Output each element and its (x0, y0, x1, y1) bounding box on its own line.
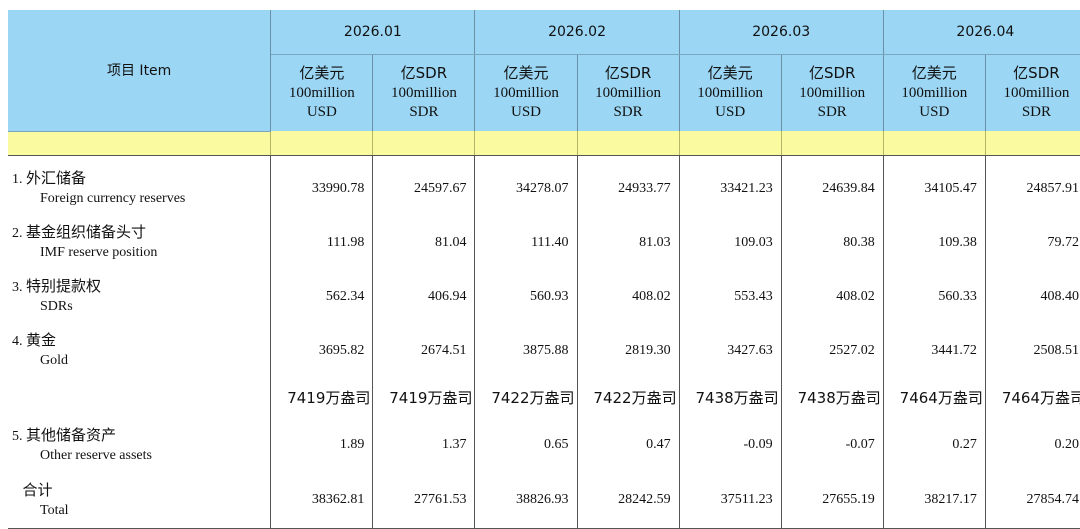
value-cell: -0.07 (781, 417, 884, 473)
value-cell: 24857.91 (985, 155, 1080, 216)
value-cell: 408.02 (781, 269, 884, 324)
table-row: 2. 基金组织储备头寸 IMF reserve position 111.98 8… (8, 215, 1080, 270)
item-column-header: 项目 Item (8, 10, 272, 132)
period-header: 2026.02 (474, 10, 680, 55)
value-cell: 2527.02 (781, 323, 884, 378)
unit-sdr-header: 亿SDR 100million SDR (577, 54, 680, 131)
value-cell: 7422万盎司 (474, 377, 578, 418)
value-cell: 560.33 (883, 269, 986, 324)
value-cell: 111.40 (474, 215, 578, 270)
gold-ounces-row: 7419万盎司 7419万盎司 7422万盎司 7422万盎司 7438万盎司 … (8, 377, 1080, 418)
value-cell: 24639.84 (781, 155, 884, 216)
value-cell: 3695.82 (270, 323, 374, 378)
row-label: 合计 Total (8, 472, 272, 529)
row-label: 1. 外汇储备 Foreign currency reserves (8, 155, 272, 216)
period-header: 2026.03 (679, 10, 884, 55)
unit-usd-header: 亿美元 100million USD (679, 54, 782, 131)
table-row: 1. 外汇储备 Foreign currency reserves 33990.7… (8, 155, 1080, 216)
value-cell: 81.04 (372, 215, 476, 270)
period-header-row: 项目 Item 2026.01 2026.02 2026.03 2026.04 (8, 10, 1080, 132)
value-cell: 33990.78 (270, 155, 374, 216)
value-cell: 3875.88 (474, 323, 578, 378)
value-cell: 2674.51 (372, 323, 476, 378)
value-cell: 3427.63 (679, 323, 782, 378)
value-cell: 81.03 (577, 215, 680, 270)
value-cell: 38826.93 (474, 472, 578, 529)
value-cell: 109.38 (883, 215, 986, 270)
value-cell: 0.20 (985, 417, 1080, 473)
value-cell: 37511.23 (679, 472, 782, 529)
reserve-assets-table: 项目 Item 2026.01 2026.02 2026.03 2026.04 … (8, 10, 1080, 529)
value-cell: 553.43 (679, 269, 782, 324)
row-label: 4. 黄金 Gold (8, 323, 272, 378)
value-cell: 28242.59 (577, 472, 680, 529)
total-row: 合计 Total 38362.81 27761.53 38826.93 28242… (8, 472, 1080, 529)
value-cell: 27655.19 (781, 472, 884, 529)
value-cell: 408.40 (985, 269, 1080, 324)
row-label: 3. 特别提款权 SDRs (8, 269, 272, 324)
period-header: 2026.04 (883, 10, 1080, 55)
value-cell: 111.98 (270, 215, 374, 270)
row-label: 5. 其他储备资产 Other reserve assets (8, 417, 272, 473)
value-cell: 3441.72 (883, 323, 986, 378)
row-label-empty (8, 377, 272, 418)
value-cell: 0.47 (577, 417, 680, 473)
value-cell: 562.34 (270, 269, 374, 324)
value-cell: 2819.30 (577, 323, 680, 378)
value-cell: 406.94 (372, 269, 476, 324)
value-cell: 34105.47 (883, 155, 986, 216)
value-cell: 38217.17 (883, 472, 986, 529)
value-cell: 79.72 (985, 215, 1080, 270)
unit-usd-header: 亿美元 100million USD (474, 54, 578, 131)
table-row: 4. 黄金 Gold 3695.82 2674.51 3875.88 2819.3… (8, 323, 1080, 378)
value-cell: 27761.53 (372, 472, 476, 529)
value-cell: 38362.81 (270, 472, 374, 529)
value-cell: 1.89 (270, 417, 374, 473)
unit-sdr-header: 亿SDR 100million SDR (372, 54, 476, 131)
value-cell: 408.02 (577, 269, 680, 324)
value-cell: 7464万盎司 (883, 377, 986, 418)
value-cell: 7422万盎司 (577, 377, 680, 418)
value-cell: 7438万盎司 (679, 377, 782, 418)
unit-usd-header: 亿美元 100million USD (883, 54, 986, 131)
value-cell: 0.27 (883, 417, 986, 473)
value-cell: 7419万盎司 (372, 377, 476, 418)
spacer-row (8, 131, 1080, 156)
unit-header-row: 亿美元 100million USD 亿SDR 100million SDR 亿美元 10… (8, 54, 1080, 131)
unit-sdr-header: 亿SDR 100million SDR (781, 54, 884, 131)
value-cell: 2508.51 (985, 323, 1080, 378)
table-row: 3. 特别提款权 SDRs 562.34 406.94 560.93 408.02… (8, 269, 1080, 324)
value-cell: 34278.07 (474, 155, 578, 216)
value-cell: -0.09 (679, 417, 782, 473)
value-cell: 0.65 (474, 417, 578, 473)
value-cell: 24933.77 (577, 155, 680, 216)
value-cell: 1.37 (372, 417, 476, 473)
value-cell: 80.38 (781, 215, 884, 270)
row-label: 2. 基金组织储备头寸 IMF reserve position (8, 215, 272, 270)
period-header: 2026.01 (270, 10, 476, 55)
value-cell: 27854.74 (985, 472, 1080, 529)
unit-sdr-header: 亿SDR 100million SDR (985, 54, 1080, 131)
value-cell: 7419万盎司 (270, 377, 374, 418)
unit-usd-header: 亿美元 100million USD (270, 54, 374, 131)
value-cell: 33421.23 (679, 155, 782, 216)
table-row: 5. 其他储备资产 Other reserve assets 1.89 1.37 … (8, 417, 1080, 473)
value-cell: 7464万盎司 (985, 377, 1080, 418)
value-cell: 7438万盎司 (781, 377, 884, 418)
value-cell: 560.93 (474, 269, 578, 324)
value-cell: 109.03 (679, 215, 782, 270)
value-cell: 24597.67 (372, 155, 476, 216)
